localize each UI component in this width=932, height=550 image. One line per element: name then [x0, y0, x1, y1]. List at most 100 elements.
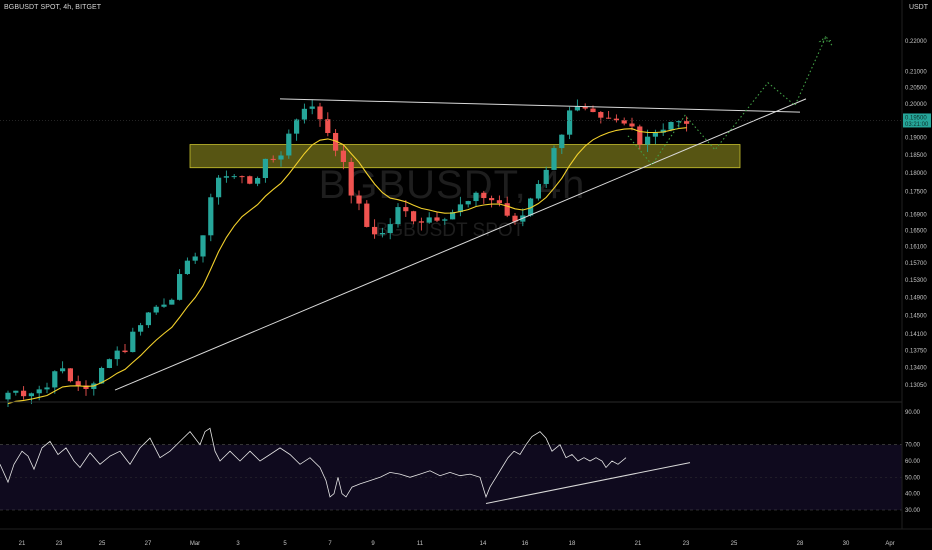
candle-body — [512, 215, 518, 222]
candle-body — [239, 176, 245, 178]
candle-body — [621, 120, 627, 124]
price-tick-label: 0.14100 — [905, 332, 927, 338]
time-tick-label: 11 — [417, 541, 424, 547]
candle-body — [434, 217, 440, 221]
candle-body — [551, 148, 557, 170]
time-tick-label: 25 — [99, 541, 106, 547]
price-tick-label: 0.20000 — [905, 102, 927, 108]
price-tick-label: 0.14500 — [905, 314, 927, 320]
rsi-line — [0, 427, 627, 499]
candle-body — [231, 176, 237, 178]
candle-body — [660, 129, 666, 133]
time-tick-label: 7 — [328, 541, 332, 547]
supply-zone — [189, 144, 741, 169]
price-tick-label: 0.22000 — [905, 39, 927, 45]
candle-body — [356, 195, 362, 204]
candle-body — [145, 312, 151, 326]
candle-body — [75, 381, 81, 386]
candle-body — [442, 219, 448, 221]
candle-body — [301, 108, 307, 120]
candle-body — [481, 192, 487, 199]
candle-body — [411, 211, 417, 222]
candle-body — [60, 368, 66, 372]
candle-body — [543, 169, 549, 184]
time-tick-label: 25 — [731, 541, 738, 547]
price-tick-label: 0.13750 — [905, 349, 927, 355]
rsi-tick-label: 70.00 — [905, 443, 921, 449]
candle-body — [21, 390, 27, 397]
currency-label: USDT — [908, 4, 928, 11]
candle-body — [348, 161, 354, 196]
candle-body — [333, 132, 339, 151]
time-tick-label: 23 — [56, 541, 63, 547]
candle-body — [216, 177, 222, 198]
candle-body — [504, 203, 510, 216]
candle-body — [83, 385, 89, 389]
rsi-trendline — [485, 462, 691, 504]
candle-body — [255, 178, 261, 184]
candle-body — [130, 331, 136, 353]
price-tag — [903, 113, 931, 128]
candle-body — [278, 155, 284, 160]
price-tick-label: 0.18000 — [905, 171, 927, 177]
support-trendline — [114, 98, 807, 391]
candle-body — [52, 371, 58, 388]
candle-body — [606, 117, 612, 119]
projection-arrowhead — [818, 36, 832, 43]
time-tick-label: 27 — [145, 541, 152, 547]
candle-body — [286, 133, 292, 156]
candle-body — [528, 198, 534, 216]
candle-body — [590, 108, 596, 113]
candle-body — [567, 110, 573, 135]
candle-body — [122, 350, 128, 353]
price-tick-label: 0.20500 — [905, 86, 927, 92]
candle-body — [309, 106, 315, 109]
candle-body — [489, 198, 495, 201]
candle-body — [270, 158, 276, 160]
candle-body — [208, 197, 214, 236]
price-tick-label: 0.19000 — [905, 136, 927, 142]
candle-body — [28, 393, 34, 397]
candle-body — [535, 183, 541, 199]
candle-body — [684, 121, 690, 124]
candle-body — [652, 132, 658, 137]
candle-body — [676, 121, 682, 123]
projection-path — [627, 35, 833, 166]
time-tick-label: 18 — [569, 541, 576, 547]
candle-body — [364, 203, 370, 227]
candle-body — [372, 226, 378, 235]
candle-body — [161, 304, 167, 307]
price-tick-label: 0.13400 — [905, 366, 927, 372]
candle-body — [153, 306, 159, 313]
candle-body — [457, 204, 463, 213]
price-tag-value: 0.19500 — [905, 115, 927, 121]
time-tick-label: 16 — [522, 541, 529, 547]
candle-body — [5, 392, 11, 400]
candle-body — [247, 176, 253, 184]
time-tick-label: 14 — [480, 541, 487, 547]
price-tag-countdown: 03:21:00 — [905, 122, 929, 128]
candle-body — [379, 233, 385, 235]
time-tick-label: 23 — [683, 541, 690, 547]
candle-body — [177, 274, 183, 300]
candle-body — [465, 201, 471, 205]
time-tick-label: 21 — [19, 541, 26, 547]
candle-body — [138, 325, 144, 332]
candle-body — [637, 126, 643, 145]
price-tick-label: 0.16100 — [905, 245, 927, 251]
rsi-tick-label: 50.00 — [905, 475, 921, 481]
time-tick-label: 30 — [843, 541, 850, 547]
candle-body — [340, 150, 346, 162]
time-tick-label: 21 — [635, 541, 642, 547]
candle-body — [559, 134, 565, 149]
candle-body — [574, 106, 580, 111]
candle-body — [613, 118, 619, 121]
candle-body — [192, 256, 198, 261]
candle-body — [36, 389, 42, 394]
candle-body — [106, 359, 112, 368]
candle-body — [668, 121, 674, 130]
time-tick-label: Apr — [885, 541, 894, 547]
time-tick-label: Mar — [190, 541, 200, 547]
candle-body — [184, 260, 190, 275]
